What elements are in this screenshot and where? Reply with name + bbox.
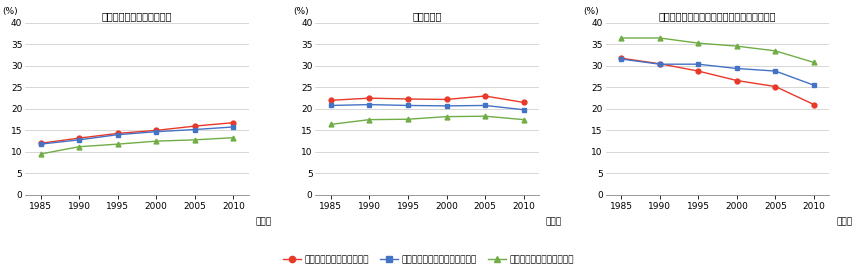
Title: 生産工程・労務作業者及び運輸・通信事業者: 生産工程・労務作業者及び運輸・通信事業者 [659, 11, 776, 21]
Text: (%): (%) [584, 7, 599, 16]
Title: 専門的・技術的職業従事者: 専門的・技術的職業従事者 [102, 11, 172, 21]
Legend: 三大都市圈の政令指定都市, 三大都市圈以外の政令指定都市, 政令指定都市以外の市町村: 三大都市圈の政令指定都市, 三大都市圈以外の政令指定都市, 政令指定都市以外の市… [279, 251, 578, 267]
Text: （年）: （年） [255, 217, 272, 226]
Text: （年）: （年） [836, 217, 853, 226]
Text: （年）: （年） [546, 217, 562, 226]
Text: (%): (%) [293, 7, 309, 16]
Title: 事務従事者: 事務従事者 [412, 11, 442, 21]
Text: (%): (%) [3, 7, 18, 16]
